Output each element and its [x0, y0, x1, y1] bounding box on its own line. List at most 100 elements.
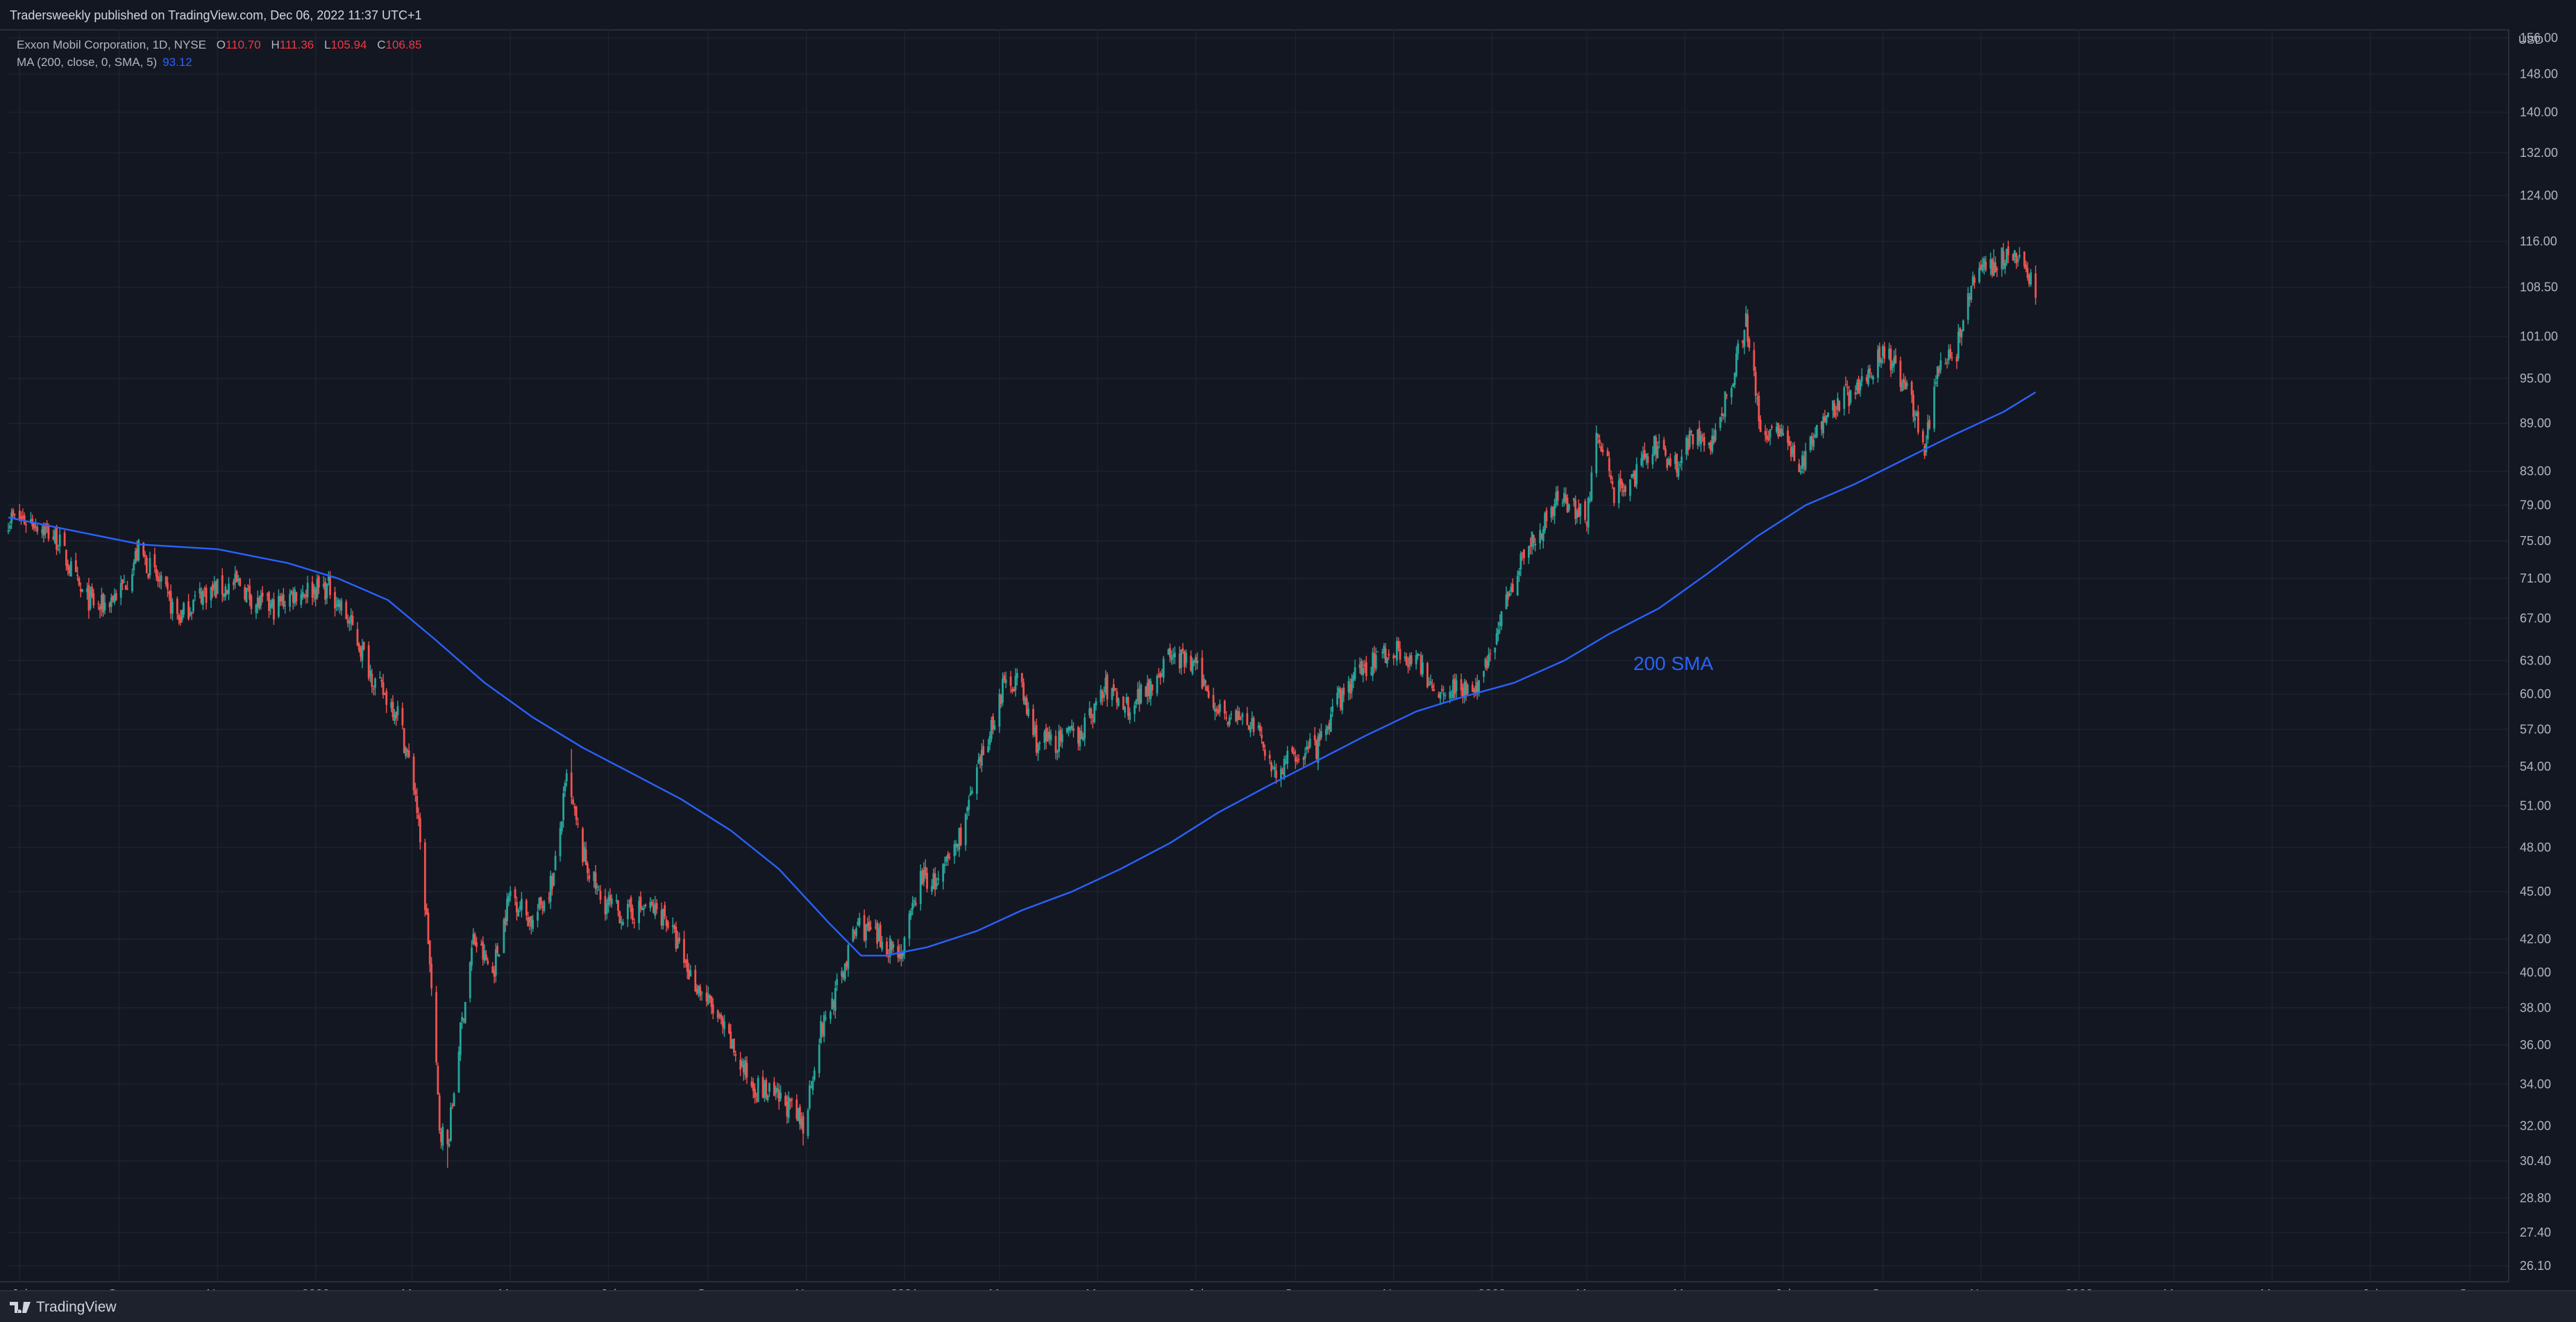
candle-body — [1516, 576, 1519, 596]
candle — [187, 594, 190, 621]
candle — [69, 557, 72, 577]
candle-body — [498, 954, 500, 957]
candle — [1471, 681, 1474, 692]
candle — [1273, 760, 1276, 778]
candle — [115, 589, 117, 601]
candle-body — [136, 549, 138, 561]
candle — [246, 584, 249, 592]
candle-body — [380, 680, 383, 682]
candle — [327, 571, 330, 586]
candle — [1566, 494, 1569, 513]
candle — [903, 935, 906, 960]
candle-body — [1426, 662, 1429, 687]
candle — [1812, 433, 1815, 451]
candle — [1251, 711, 1254, 730]
candle-body — [654, 903, 657, 916]
time-axis[interactable]: JulSepNov2020MarMayJulSepNov2021MarMayJu… — [0, 1281, 2509, 1290]
candle — [224, 583, 227, 601]
candle-body — [149, 558, 151, 576]
candle-body — [1291, 747, 1294, 752]
indicator-legend[interactable]: MA (200, close, 0, SMA, 5) 93.12 — [17, 56, 192, 69]
candle-body — [709, 995, 711, 998]
candle — [757, 1075, 759, 1103]
candle-body — [823, 1014, 825, 1037]
candle — [1722, 413, 1725, 420]
candle — [1899, 356, 1902, 392]
price-tick-label: 60.00 — [2520, 687, 2551, 701]
candle — [1261, 726, 1263, 744]
candle — [494, 943, 497, 982]
candle-body — [1572, 498, 1575, 501]
candle — [761, 1070, 764, 1099]
candle-body — [1331, 706, 1334, 712]
candle-body — [780, 1092, 782, 1099]
candle-body — [312, 586, 315, 594]
candle-body — [1711, 435, 1714, 452]
candle-body — [1111, 688, 1113, 700]
candle — [1331, 698, 1334, 717]
candle — [113, 588, 116, 605]
candle — [1381, 649, 1383, 659]
candle-body — [1146, 683, 1149, 696]
price-axis[interactable]: 156.00148.00140.00132.00124.00116.00108.… — [2508, 29, 2576, 1290]
candle-body — [289, 594, 292, 608]
candle — [1025, 694, 1028, 716]
candle — [979, 753, 982, 769]
candle-body — [1463, 682, 1466, 698]
candle — [1196, 652, 1199, 670]
candle — [1304, 747, 1306, 765]
candle — [1497, 621, 1499, 642]
candle — [1204, 679, 1206, 691]
candle — [1532, 534, 1535, 550]
candle-body — [190, 611, 193, 614]
candle — [183, 601, 185, 618]
price-chart[interactable]: 156.00148.00140.00132.00124.00116.00108.… — [0, 29, 2576, 1290]
candle-body — [1317, 736, 1320, 763]
candle-body — [968, 799, 970, 810]
candle — [570, 748, 573, 805]
candle-body — [543, 901, 546, 911]
candle — [821, 1021, 824, 1038]
candle — [620, 915, 623, 930]
candle — [1624, 484, 1626, 496]
candle-body — [1454, 678, 1456, 694]
candle-body — [1392, 655, 1395, 659]
candle-body — [1655, 437, 1657, 455]
candle-body — [902, 952, 904, 957]
candle — [86, 582, 88, 600]
candle-body — [1545, 510, 1548, 521]
candle-body — [1771, 426, 1773, 428]
candle — [1016, 668, 1018, 686]
tradingview-logo[interactable]: TradingView — [10, 1299, 117, 1316]
candle — [300, 589, 303, 608]
candle — [1708, 442, 1710, 449]
candle-body — [260, 595, 262, 605]
candle-body — [1721, 413, 1723, 416]
candle-body — [1982, 258, 1985, 267]
candle-body — [1202, 678, 1205, 686]
candle-body — [1511, 583, 1514, 592]
candle — [1572, 497, 1575, 507]
candle — [205, 584, 208, 610]
candle-body — [1283, 758, 1286, 778]
candle-body — [889, 938, 891, 957]
candle-body — [1495, 633, 1498, 644]
candle — [1780, 424, 1783, 437]
candle — [1912, 390, 1914, 423]
candle-body — [1613, 487, 1615, 503]
candle-body — [1917, 411, 1919, 433]
price-axis-panel — [2509, 29, 2576, 1290]
candle-body — [1070, 726, 1073, 728]
candle-body — [401, 708, 404, 726]
candle-body — [1748, 339, 1751, 348]
candle-body — [374, 678, 376, 688]
candle — [617, 900, 619, 917]
candle-body — [638, 901, 641, 923]
candle — [1056, 749, 1059, 761]
candle-body — [1754, 371, 1757, 396]
candle-body — [1218, 703, 1221, 712]
candle — [874, 919, 877, 930]
candle — [543, 900, 546, 913]
candle — [1658, 433, 1660, 449]
candle-body — [773, 1082, 775, 1096]
